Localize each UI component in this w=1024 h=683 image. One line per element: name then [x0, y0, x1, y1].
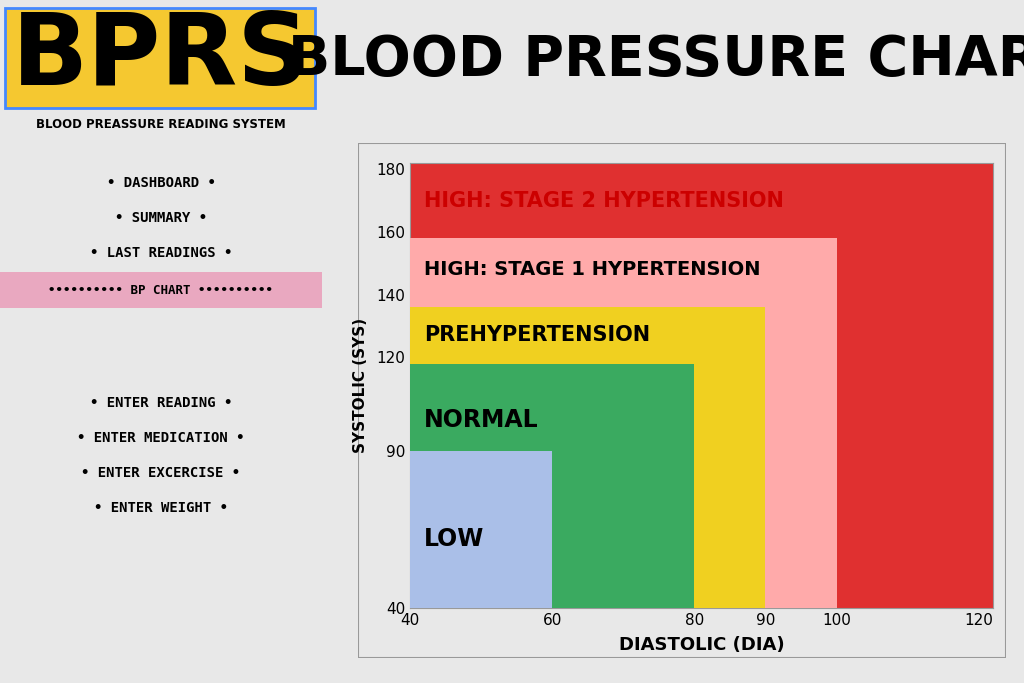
Text: • ENTER WEIGHT •: • ENTER WEIGHT • — [94, 501, 228, 515]
Text: HIGH: STAGE 1 HYPERTENSION: HIGH: STAGE 1 HYPERTENSION — [424, 260, 761, 279]
Bar — [0, 272, 322, 308]
Text: LOW: LOW — [424, 527, 484, 551]
Text: BPRS: BPRS — [12, 10, 310, 107]
Bar — [410, 307, 766, 608]
Y-axis label: SYSTOLIC (SYS): SYSTOLIC (SYS) — [353, 318, 368, 453]
Text: PREHYPERTENSION: PREHYPERTENSION — [424, 325, 650, 346]
Text: • LAST READINGS •: • LAST READINGS • — [90, 246, 232, 260]
Bar — [410, 363, 694, 608]
Bar — [410, 238, 837, 608]
Bar — [410, 363, 694, 608]
Text: • ENTER MEDICATION •: • ENTER MEDICATION • — [77, 431, 245, 445]
Text: • ENTER EXCERCISE •: • ENTER EXCERCISE • — [82, 466, 241, 480]
Text: •••••••••• BP CHART ••••••••••: •••••••••• BP CHART •••••••••• — [48, 283, 273, 296]
Text: NORMAL: NORMAL — [424, 408, 539, 432]
Bar — [410, 451, 552, 608]
Text: • DASHBOARD •: • DASHBOARD • — [106, 176, 215, 190]
Text: • ENTER READING •: • ENTER READING • — [90, 396, 232, 410]
Text: BLOOD PRESSURE CHART: BLOOD PRESSURE CHART — [288, 33, 1024, 87]
Text: HIGH: STAGE 2 HYPERTENSION: HIGH: STAGE 2 HYPERTENSION — [424, 191, 784, 210]
X-axis label: DIASTOLIC (DIA): DIASTOLIC (DIA) — [618, 636, 784, 654]
Bar — [5, 8, 315, 108]
Text: BLOOD PREASSURE READING SYSTEM: BLOOD PREASSURE READING SYSTEM — [36, 118, 286, 132]
Text: • SUMMARY •: • SUMMARY • — [115, 211, 207, 225]
Bar — [410, 238, 837, 608]
Bar — [410, 307, 766, 608]
Bar — [410, 451, 552, 608]
